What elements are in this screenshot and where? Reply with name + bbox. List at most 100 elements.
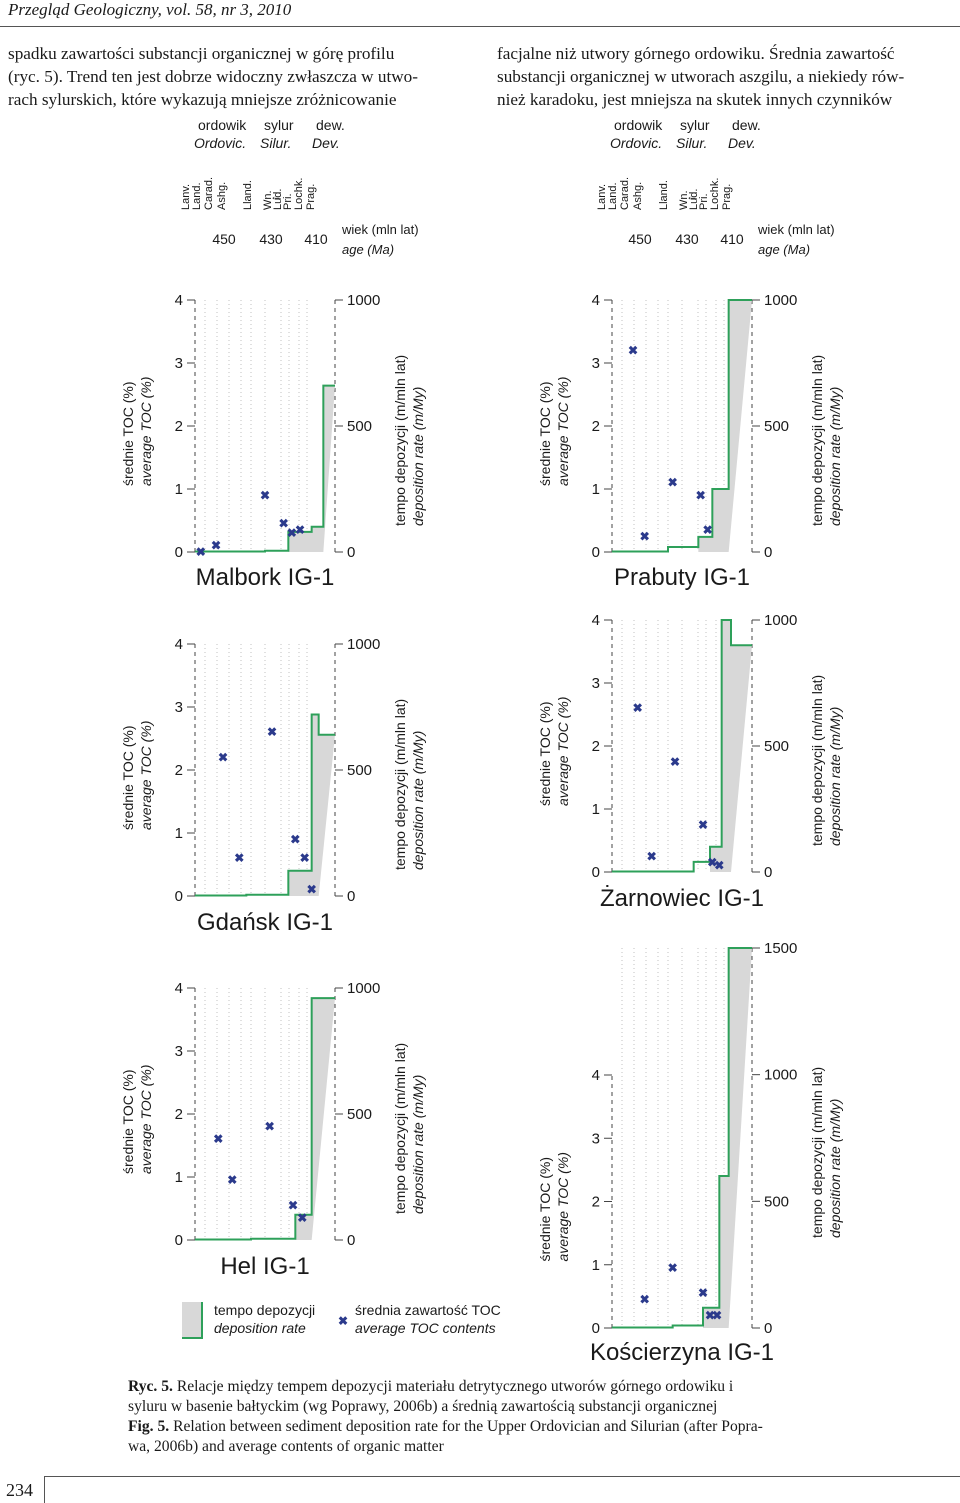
toc-marker: ✖ bbox=[628, 343, 638, 357]
system-label-en: Dev. bbox=[728, 135, 756, 151]
toc-marker: ✖ bbox=[211, 539, 221, 553]
toc-marker: ✖ bbox=[712, 1308, 722, 1322]
toc-marker: ✖ bbox=[227, 1173, 237, 1187]
system-label: sylur bbox=[680, 117, 710, 133]
chart-panel: 0 1 2 3 4 średnie TOC (%) average TOC (%) 0 500 1… bbox=[120, 292, 426, 591]
toc-marker: ✖ bbox=[696, 488, 706, 502]
rate-tick-label: 0 bbox=[764, 864, 772, 881]
journal-header: Przegląd Geologiczny, vol. 58, nr 3, 201… bbox=[8, 0, 292, 19]
rate-tick-label: 1000 bbox=[347, 636, 380, 653]
toc-tick-label: 3 bbox=[175, 699, 183, 716]
stage-label: Lochk. bbox=[709, 178, 721, 210]
age-tick: 410 bbox=[720, 231, 744, 247]
chart-panel: 0 1 2 3 4 średnie TOC (%) average TOC (%) 0 500 1… bbox=[537, 940, 843, 1366]
rate-axis-title-en: deposition rate (m/My) bbox=[827, 707, 843, 846]
toc-tick-label: 2 bbox=[592, 738, 600, 755]
age-axis-label: wiek (mln lat) bbox=[341, 222, 419, 237]
right-column-text: facjalne niż utwory górnego ordowiku. Śr… bbox=[497, 42, 959, 111]
left-column-text: spadku zawartości substancji organicznej… bbox=[8, 42, 470, 111]
toc-axis-title: średnie TOC (%) bbox=[537, 701, 553, 806]
rate-tick-label: 0 bbox=[347, 544, 355, 561]
caption-line: Relation between sediment deposition rat… bbox=[173, 1418, 763, 1435]
figure-5: ordowik sylur dew.Ordovic. Silur. Dev.Lanv. L… bbox=[120, 117, 843, 1366]
toc-axis-title: średnie TOC (%) bbox=[120, 381, 136, 486]
toc-tick-label: 2 bbox=[175, 418, 183, 435]
toc-marker: ✖ bbox=[668, 476, 678, 490]
rate-tick-label: 1000 bbox=[347, 292, 380, 309]
toc-marker: ✖ bbox=[218, 750, 228, 764]
well-name: Gdańsk IG-1 bbox=[197, 909, 333, 936]
chart-panel: 0 1 2 3 4 średnie TOC (%) average TOC (%) 0 500 1… bbox=[537, 612, 843, 912]
toc-tick-label: 1 bbox=[175, 1169, 183, 1186]
toc-tick-label: 1 bbox=[175, 481, 183, 498]
system-label: ordowik bbox=[614, 117, 663, 133]
toc-axis-title-en: average TOC (%) bbox=[138, 1065, 154, 1174]
toc-tick-label: 4 bbox=[175, 980, 183, 997]
rate-tick-label: 1000 bbox=[764, 1067, 797, 1084]
stage-label: Wn. bbox=[678, 190, 690, 210]
toc-axis-title-en: average TOC (%) bbox=[138, 721, 154, 830]
toc-axis-title: średnie TOC (%) bbox=[537, 1157, 553, 1262]
text-line: (ryc. 5). Trend ten jest dobrze widoczny… bbox=[8, 67, 418, 86]
rate-tick-label: 1000 bbox=[764, 292, 797, 309]
toc-marker: ✖ bbox=[670, 755, 680, 769]
toc-marker: ✖ bbox=[707, 856, 717, 870]
text-line: spadku zawartości substancji organicznej… bbox=[8, 44, 395, 63]
toc-marker: ✖ bbox=[703, 523, 713, 537]
stage-label: Lud. bbox=[272, 189, 284, 210]
rate-axis-title: tempo depozycji (m/mln lat) bbox=[392, 699, 408, 870]
chart-panel: 0 1 2 3 4 średnie TOC (%) average TOC (%) 0 500 1… bbox=[120, 636, 426, 936]
toc-marker: ✖ bbox=[640, 1293, 650, 1307]
caption-line: syluru w basenie bałtyckim (wg Poprawy, … bbox=[128, 1398, 718, 1415]
toc-axis-title: średnie TOC (%) bbox=[120, 1069, 136, 1174]
system-label: dew. bbox=[316, 117, 345, 133]
toc-axis-title-en: average TOC (%) bbox=[138, 377, 154, 486]
toc-tick-label: 0 bbox=[175, 888, 183, 905]
rate-tick-label: 500 bbox=[764, 1193, 789, 1210]
toc-marker: ✖ bbox=[698, 818, 708, 832]
footer-bar bbox=[44, 1476, 45, 1503]
stage-label: Carad. bbox=[619, 177, 631, 210]
rate-axis-title-en: deposition rate (m/My) bbox=[827, 1099, 843, 1238]
rate-axis-title: tempo depozycji (m/mln lat) bbox=[809, 355, 825, 526]
rate-tick-label: 500 bbox=[764, 418, 789, 435]
stage-label: Ashg. bbox=[216, 182, 228, 210]
age-scale: ordowik sylur dew.Ordovic. Silur. Dev.Lanv. L… bbox=[596, 117, 835, 257]
toc-marker: ✖ bbox=[213, 1132, 223, 1146]
well-name: Malbork IG-1 bbox=[196, 564, 335, 591]
toc-tick-label: 1 bbox=[175, 825, 183, 842]
toc-axis-title: średnie TOC (%) bbox=[537, 381, 553, 486]
toc-tick-label: 4 bbox=[592, 292, 600, 309]
system-label-en: Dev. bbox=[312, 135, 340, 151]
toc-tick-label: 2 bbox=[175, 762, 183, 779]
toc-marker: ✖ bbox=[300, 851, 310, 865]
rate-fill bbox=[612, 948, 752, 1328]
legend-line-icon bbox=[182, 1302, 203, 1339]
toc-axis-title: średnie TOC (%) bbox=[120, 725, 136, 830]
system-label-en: Ordovic. bbox=[610, 135, 662, 151]
toc-marker: ✖ bbox=[234, 851, 244, 865]
toc-tick-label: 1 bbox=[592, 481, 600, 498]
toc-marker: ✖ bbox=[297, 1211, 307, 1225]
toc-tick-label: 3 bbox=[175, 1043, 183, 1060]
age-axis-label-en: age (Ma) bbox=[342, 242, 394, 257]
rate-tick-label: 1000 bbox=[764, 612, 797, 629]
system-label-en: Silur. bbox=[676, 135, 707, 151]
rate-tick-label: 1000 bbox=[347, 980, 380, 997]
arrow-icon: ← bbox=[686, 189, 698, 203]
system-label: ordowik bbox=[198, 117, 247, 133]
rate-fill bbox=[195, 385, 335, 552]
system-label-en: Ordovic. bbox=[194, 135, 246, 151]
toc-tick-label: 4 bbox=[592, 612, 600, 629]
toc-marker: ✖ bbox=[633, 701, 643, 715]
caption-line: wa, 2006b) and average contents of organ… bbox=[128, 1438, 444, 1455]
toc-marker: ✖ bbox=[265, 1120, 275, 1134]
caption-line: Relacje między tempem depozycji materiał… bbox=[176, 1378, 734, 1395]
toc-marker: ✖ bbox=[640, 529, 650, 543]
figure-caption: Ryc. 5. Relacje między tempem depozycji … bbox=[128, 1377, 840, 1457]
well-name: Hel IG-1 bbox=[220, 1253, 309, 1280]
toc-tick-label: 3 bbox=[592, 1130, 600, 1147]
toc-axis-title-en: average TOC (%) bbox=[555, 1152, 571, 1261]
toc-marker: ✖ bbox=[714, 859, 724, 873]
legend-toc-label-en: average TOC contents bbox=[355, 1320, 496, 1336]
